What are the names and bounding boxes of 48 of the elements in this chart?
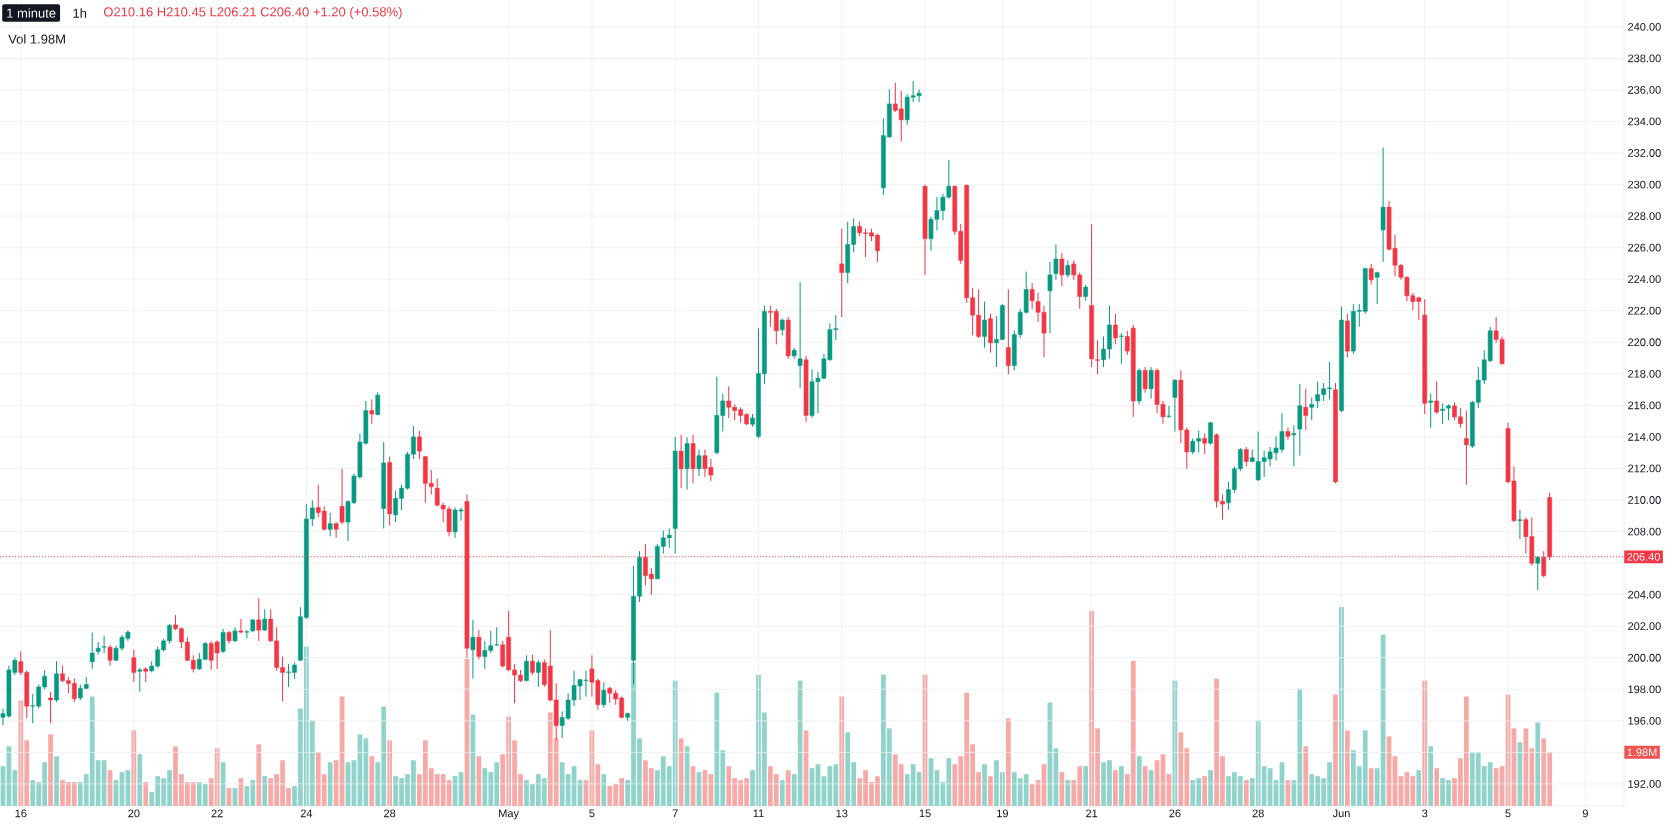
y-tick-label: 220.00 [1628,338,1661,347]
y-tick-label: 216.00 [1628,401,1661,410]
y-tick-label: 192.00 [1628,780,1661,788]
y-tick-label: 196.00 [1628,716,1661,725]
y-tick-label: 234.00 [1628,117,1661,126]
x-tick-label: 28 [384,809,396,818]
x-tick-label: 13 [836,809,848,818]
x-tick-label: 28 [1252,809,1264,818]
y-tick-label: 230.00 [1628,180,1661,189]
annotation: 1.98M [1627,748,1657,757]
y-tick-label: 200.00 [1628,653,1661,662]
x-tick-label: 20 [128,809,140,818]
chart-title: Vol 1.98M [8,34,65,44]
y-tick-label: 236.00 [1628,85,1661,94]
chart-subtitle: O210.16 H210.45 L206.21 C206.40 +1.20 (+0.58%) [103,6,402,20]
x-tick-label: 9 [1582,809,1588,818]
x-tick-label: 5 [589,809,595,818]
x-tick-label: 22 [211,809,223,818]
x-tick-label: 7 [672,809,678,818]
chart-title: 1h [73,8,87,18]
x-tick-label: 11 [753,809,764,818]
x-tick-label: May [499,809,519,820]
x-tick-label: 15 [919,809,931,818]
x-tick-label: 19 [997,809,1008,818]
x-tick-label: Jun [1332,809,1350,818]
y-tick-label: 218.00 [1628,369,1661,378]
y-tick-label: 222.00 [1628,306,1661,315]
y-tick-label: 228.00 [1628,212,1661,220]
y-tick-label: 210.00 [1628,496,1661,504]
y-tick-label: 226.00 [1628,243,1661,252]
x-tick-label: 16 [15,809,27,818]
y-tick-label: 240.00 [1628,22,1661,31]
y-tick-label: 204.00 [1628,590,1661,599]
x-tick-label: 26 [1169,809,1181,818]
y-tick-label: 224.00 [1628,275,1661,284]
y-tick-label: 214.00 [1628,433,1661,441]
y-tick-label: 232.00 [1628,149,1661,157]
y-tick-label: 208.00 [1628,527,1661,536]
x-tick-label: 5 [1505,809,1511,818]
y-tick-label: 198.00 [1628,685,1661,694]
y-tick-label: 202.00 [1628,622,1661,631]
y-tick-label: 238.00 [1628,54,1661,63]
x-tick-label: 21 [1086,809,1098,818]
y-tick-label: 212.00 [1628,464,1661,473]
x-tick-label: 3 [1422,809,1428,818]
ref-line-label: 206.40 [1627,552,1660,561]
annotation: 1 minute [7,8,56,18]
x-tick-label: 24 [300,809,313,818]
